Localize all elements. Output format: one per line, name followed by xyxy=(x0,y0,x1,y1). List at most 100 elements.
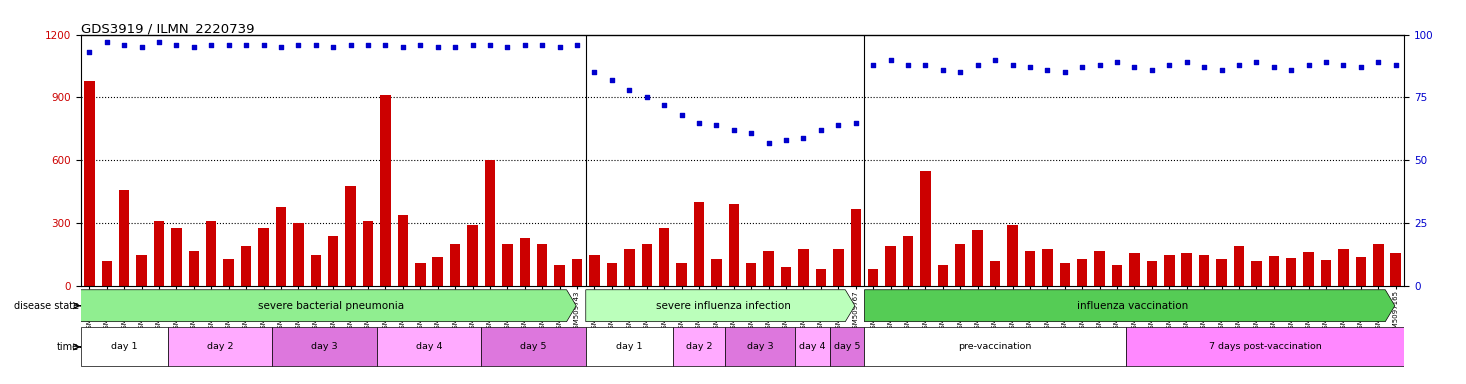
Point xyxy=(844,119,868,126)
Point xyxy=(478,41,501,48)
Text: severe bacterial pneumonia: severe bacterial pneumonia xyxy=(258,301,405,311)
Bar xyxy=(84,81,95,286)
Bar xyxy=(830,327,865,366)
Bar xyxy=(1250,261,1262,286)
Point xyxy=(235,41,258,48)
Bar xyxy=(729,204,739,286)
Bar xyxy=(154,221,164,286)
Bar xyxy=(764,251,774,286)
Bar xyxy=(273,327,377,366)
FancyArrow shape xyxy=(81,290,576,322)
Bar xyxy=(607,263,617,286)
Bar xyxy=(481,327,586,366)
Bar xyxy=(642,244,652,286)
Bar xyxy=(572,259,582,286)
Bar xyxy=(167,327,273,366)
Point xyxy=(1035,67,1058,73)
Text: day 1: day 1 xyxy=(616,343,642,351)
Bar xyxy=(711,259,721,286)
Text: day 5: day 5 xyxy=(520,343,547,351)
Point xyxy=(1192,64,1215,70)
Bar xyxy=(258,228,268,286)
Point xyxy=(705,122,729,128)
FancyArrow shape xyxy=(865,290,1394,322)
Bar xyxy=(676,263,686,286)
Bar xyxy=(1078,259,1088,286)
Bar xyxy=(240,247,251,286)
Point xyxy=(635,94,658,101)
Point xyxy=(1349,64,1372,70)
Point xyxy=(652,102,676,108)
Point xyxy=(583,69,607,75)
Text: day 4: day 4 xyxy=(416,343,443,351)
Point xyxy=(1123,64,1146,70)
Bar xyxy=(311,255,321,286)
Point xyxy=(617,87,641,93)
Bar xyxy=(415,263,425,286)
Text: day 3: day 3 xyxy=(311,343,337,351)
Point xyxy=(130,44,154,50)
Point xyxy=(321,44,345,50)
Bar xyxy=(1303,252,1314,286)
Bar xyxy=(1217,259,1227,286)
Bar xyxy=(673,327,726,366)
Bar xyxy=(136,255,147,286)
Point xyxy=(792,135,815,141)
Point xyxy=(1105,59,1129,65)
Text: day 4: day 4 xyxy=(799,343,825,351)
Point xyxy=(966,62,990,68)
Point xyxy=(1384,62,1407,68)
Bar xyxy=(1042,248,1053,286)
Bar xyxy=(397,215,408,286)
Point xyxy=(1001,62,1025,68)
Bar xyxy=(1234,247,1245,286)
Bar xyxy=(207,221,217,286)
Bar xyxy=(1356,257,1366,286)
Text: 7 days post-vaccination: 7 days post-vaccination xyxy=(1208,343,1321,351)
Point xyxy=(774,137,798,143)
Point xyxy=(1019,64,1042,70)
Bar xyxy=(1025,251,1035,286)
Point xyxy=(1088,62,1111,68)
Point xyxy=(809,127,833,133)
Text: day 3: day 3 xyxy=(746,343,773,351)
Point xyxy=(391,44,415,50)
Point xyxy=(600,77,623,83)
Bar xyxy=(850,209,861,286)
Point xyxy=(513,41,537,48)
Bar xyxy=(921,171,931,286)
Bar xyxy=(972,230,982,286)
Point xyxy=(356,41,380,48)
Point xyxy=(548,44,572,50)
Bar xyxy=(189,251,199,286)
Point xyxy=(78,49,101,55)
FancyArrow shape xyxy=(586,290,855,322)
Point xyxy=(217,41,240,48)
Point xyxy=(1297,62,1321,68)
Bar xyxy=(726,327,795,366)
Text: severe influenza infection: severe influenza infection xyxy=(655,301,790,311)
Point xyxy=(1366,59,1390,65)
Point xyxy=(862,62,885,68)
Point xyxy=(1331,62,1355,68)
Point xyxy=(95,39,119,45)
Bar xyxy=(537,244,547,286)
Bar xyxy=(432,257,443,286)
Bar xyxy=(868,270,878,286)
Point xyxy=(1070,64,1094,70)
Bar xyxy=(1390,253,1401,286)
Bar xyxy=(554,265,564,286)
Bar xyxy=(1374,244,1384,286)
Bar xyxy=(589,255,600,286)
Text: day 2: day 2 xyxy=(207,343,233,351)
Bar xyxy=(693,202,704,286)
Bar xyxy=(346,185,356,286)
Bar xyxy=(362,221,374,286)
Point xyxy=(827,122,850,128)
Bar xyxy=(1286,258,1296,286)
Point xyxy=(427,44,450,50)
Point xyxy=(1227,62,1250,68)
Bar xyxy=(276,207,286,286)
Bar xyxy=(1060,263,1070,286)
Bar xyxy=(586,327,673,366)
